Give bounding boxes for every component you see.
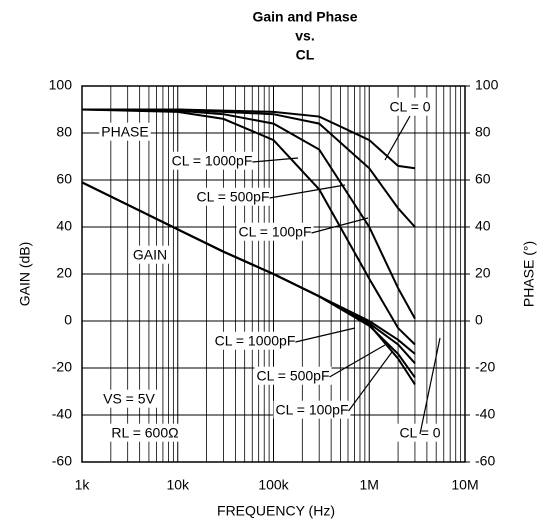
x-axis-label: FREQUENCY (Hz) (217, 503, 335, 519)
annotation: RL = 600Ω (111, 425, 178, 441)
y-tick-label: 40 (56, 218, 72, 234)
x-tick-label: 10M (451, 477, 478, 493)
label-bg (130, 245, 170, 264)
x-tick-label: 1M (360, 477, 379, 493)
label-bg (169, 151, 255, 170)
x-tick-label: 10k (166, 477, 190, 493)
y-tick-label: 60 (56, 171, 72, 187)
series-label: CL = 1000pF (172, 153, 253, 169)
annotation: VS = 5V (103, 391, 155, 407)
x-tick-label: 1k (75, 477, 91, 493)
series-label: CL = 500pF (196, 189, 269, 205)
series-label: CL = 500pF (256, 368, 329, 384)
y2-tick-label: -60 (475, 453, 495, 469)
label-arrow (348, 351, 393, 412)
y-tick-label: -40 (52, 406, 72, 422)
y-tick-label: 20 (56, 265, 72, 281)
y-axis-label: GAIN (dB) (17, 242, 33, 307)
y-tick-label: 80 (56, 124, 72, 140)
series-line (81, 181, 416, 355)
y-tick-label: -20 (52, 359, 72, 375)
y2-tick-label: 20 (475, 265, 491, 281)
annotation: GAIN (133, 247, 167, 263)
y2-tick-label: 0 (475, 312, 483, 328)
label-bg (212, 331, 298, 350)
annotation: PHASE (101, 124, 148, 140)
label-bg (254, 366, 332, 385)
y2-tick-label: 80 (475, 124, 491, 140)
series-label: CL = 1000pF (215, 333, 296, 349)
y2-tick-label: -20 (475, 359, 495, 375)
label-arrow (252, 157, 299, 163)
y-tick-label: 0 (64, 312, 72, 328)
label-arrow (329, 344, 386, 378)
label-bg (99, 122, 151, 141)
plot-frame (81, 85, 466, 463)
series-label: CL = 0 (389, 99, 430, 115)
label-bg (236, 222, 314, 241)
label-bg (273, 400, 351, 419)
label-arrow (384, 115, 411, 161)
label-arrow (419, 337, 441, 435)
series-line (82, 108, 416, 228)
y2-tick-label: 60 (475, 171, 491, 187)
series-label: CL = 100pF (238, 224, 311, 240)
label-bg (194, 187, 272, 206)
x-tick-label: 100k (258, 477, 289, 493)
chart-title: vs. (295, 28, 314, 44)
series-label: CL = 100pF (275, 402, 348, 418)
series-line (81, 108, 416, 320)
label-bg (387, 97, 433, 116)
label-arrow (269, 184, 346, 199)
y-tick-label: 100 (49, 77, 73, 93)
y2-axis-label: PHASE (°) (521, 241, 537, 307)
chart-title: Gain and Phase (252, 9, 357, 25)
y2-tick-label: -40 (475, 406, 495, 422)
label-arrow (295, 327, 356, 343)
label-bg (101, 389, 158, 408)
chart-title: CL (296, 47, 315, 63)
y2-tick-label: 100 (475, 77, 499, 93)
label-arrow (311, 217, 369, 234)
y2-tick-label: 40 (475, 218, 491, 234)
label-bg (109, 423, 181, 442)
y-tick-label: -60 (52, 453, 72, 469)
series-line (81, 108, 416, 346)
